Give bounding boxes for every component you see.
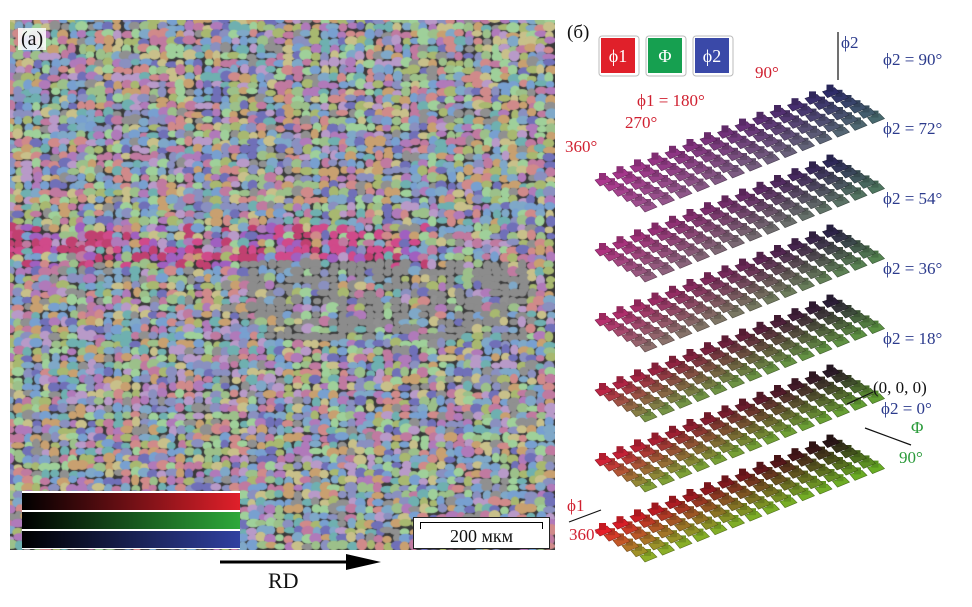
slice-label-18: ϕ2 = 18°	[883, 329, 942, 348]
euler-space-slices	[594, 84, 886, 563]
origin-pointer	[846, 391, 874, 405]
legend-phi1: ϕ1	[598, 35, 640, 77]
scale-bar-line	[420, 522, 543, 529]
euler-space-color-key: (б) ϕ1 Φ ϕ2 ϕ2 90° ϕ1 = 180° 270° 360° ϕ…	[565, 22, 942, 563]
rd-label: RD	[268, 568, 299, 593]
phi1-axis-line	[568, 509, 602, 523]
legend-phi2-symbol: ϕ2	[703, 46, 721, 66]
euler-color-gradient-legend	[22, 491, 240, 549]
legend-phi2: ϕ2	[692, 35, 734, 77]
legend-phi1-symbol: ϕ1	[609, 46, 627, 66]
slice-label-0: ϕ2 = 0°	[881, 399, 932, 418]
ebsd-orientation-map	[10, 20, 555, 550]
scale-bar: 200 мкм	[413, 517, 550, 549]
phi1-tick-90: 90°	[755, 63, 779, 82]
grain-map-image	[10, 20, 555, 550]
slice-label-54: ϕ2 = 54°	[883, 189, 942, 208]
Phi-gradient	[22, 512, 240, 529]
Phi-axis-label: Φ	[911, 418, 923, 437]
rd-arrow-icon	[220, 554, 381, 570]
rolling-direction-indicator: RD	[218, 552, 383, 593]
Phi-axis-line	[864, 427, 912, 446]
scale-bar-label: 200 мкм	[449, 526, 514, 546]
phi1-tick-180: ϕ1 = 180°	[637, 91, 705, 110]
phi1-tick-270: 270°	[625, 113, 657, 132]
phi1-tick-360: 360°	[565, 137, 597, 156]
slice-label-72: ϕ2 = 72°	[883, 119, 942, 138]
panel-a-label: (a)	[18, 28, 47, 50]
origin-label: (0, 0, 0)	[873, 378, 927, 397]
phi1-tick-360-bottom: 360°	[569, 525, 601, 544]
panel-b-label: (б)	[567, 22, 589, 43]
phi1-axis-label: ϕ1	[567, 496, 584, 515]
slice-label-36: ϕ2 = 36°	[883, 259, 942, 278]
phi2-axis-label: ϕ2	[841, 33, 858, 52]
phi2-gradient	[22, 531, 240, 548]
legend-Phi-symbol: Φ	[658, 46, 671, 66]
slice-label-90: ϕ2 = 90°	[883, 50, 942, 69]
Phi-tick-90: 90°	[899, 448, 923, 467]
phi1-gradient	[22, 493, 240, 510]
legend-Phi: Φ	[645, 35, 687, 77]
